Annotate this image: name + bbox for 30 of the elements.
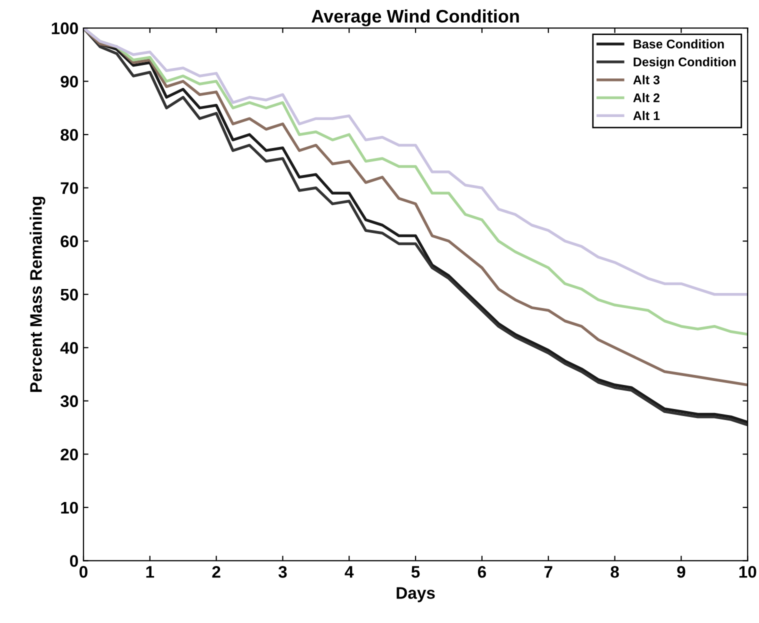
- legend-label: Alt 2: [633, 93, 660, 102]
- x-tick-label: 3: [278, 566, 287, 578]
- y-tick-label: 20: [60, 448, 78, 460]
- x-tick-label: 6: [478, 566, 486, 578]
- x-tick-label: 2: [212, 566, 220, 578]
- legend-label: Base Condition: [634, 39, 724, 48]
- x-tick-label: 0: [80, 566, 88, 578]
- y-tick-label: 0: [70, 555, 78, 567]
- legend-label: Alt 3: [633, 75, 660, 84]
- y-tick-label: 70: [60, 182, 78, 194]
- y-axis-title: Percent Mass Remaining: [30, 196, 46, 392]
- y-tick-label: 30: [60, 395, 78, 408]
- y-tick-label: 80: [60, 128, 78, 141]
- y-tick-label: 50: [60, 288, 78, 301]
- x-tick-label: 7: [544, 566, 552, 578]
- legend-label: Design Condition: [634, 57, 736, 69]
- chart-title: Average Wind Condition: [312, 9, 519, 26]
- y-tick-label: 100: [52, 22, 78, 34]
- y-tick-label: 40: [60, 342, 78, 354]
- x-tick-label: 5: [411, 566, 420, 578]
- x-tick-label: 10: [739, 566, 756, 578]
- x-tick-label: 8: [610, 566, 619, 578]
- legend-label: Alt 1: [633, 110, 660, 120]
- y-tick-label: 60: [60, 236, 78, 248]
- x-tick-label: 4: [344, 566, 354, 578]
- x-tick-label: 9: [677, 566, 686, 578]
- x-axis-title: Days: [396, 587, 435, 602]
- x-tick-label: 1: [146, 566, 154, 578]
- y-tick-label: 10: [61, 502, 78, 514]
- y-tick-label: 90: [60, 76, 78, 88]
